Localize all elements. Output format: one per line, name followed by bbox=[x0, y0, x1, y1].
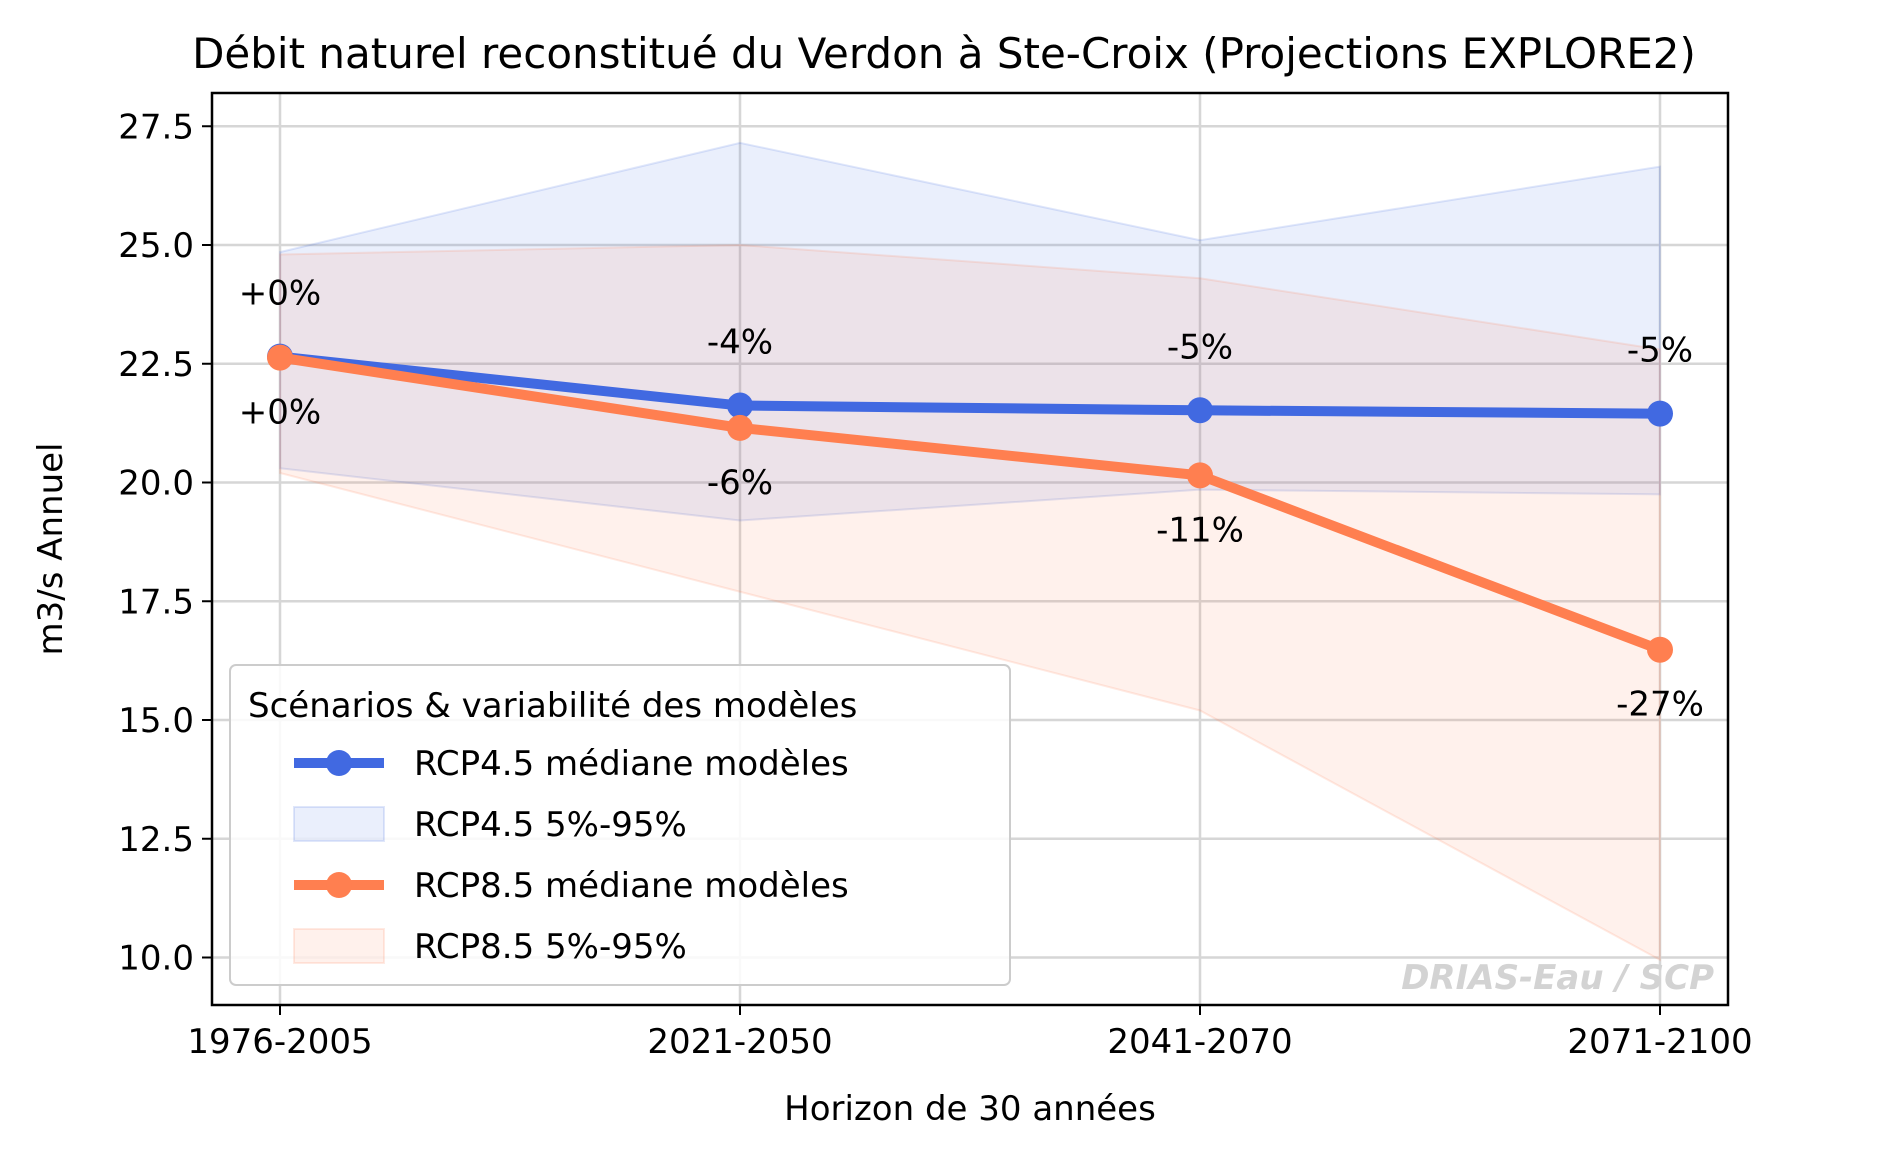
y-tick-label: 15.0 bbox=[118, 701, 194, 741]
y-tick-label: 22.5 bbox=[118, 345, 194, 385]
plot-frame bbox=[210, 91, 1730, 1007]
x-tick-label: 2071-2100 bbox=[1567, 1022, 1752, 1062]
legend-band-swatch bbox=[293, 928, 385, 964]
data-point-rcp85 bbox=[727, 414, 753, 441]
data-point-rcp85 bbox=[267, 344, 293, 371]
data-label-rcp85: -6% bbox=[707, 463, 773, 503]
data-point-rcp45 bbox=[1647, 400, 1673, 427]
data-label-rcp85: -11% bbox=[1156, 510, 1244, 550]
x-axis-label: Horizon de 30 années bbox=[784, 1089, 1156, 1129]
y-tick-label: 20.0 bbox=[118, 464, 194, 504]
legend-marker bbox=[326, 750, 352, 776]
legend-marker bbox=[326, 872, 352, 898]
legend-box bbox=[229, 664, 1011, 986]
axis-ticks: 10.0 12.5 15.0 17.5 20.0 22.5 25.0 27.5 1976-200… bbox=[118, 107, 1752, 1062]
y-tick-label: 25.0 bbox=[118, 226, 194, 266]
y-tick-label: 17.5 bbox=[118, 582, 194, 622]
band-rcp85 bbox=[279, 243, 1661, 962]
data-labels: +0% -4% -5% -5% +0% -6% -11% -27% bbox=[239, 274, 1704, 725]
legend-entries: RCP4.5 médiane modèles RCP4.5 5%-95% RCP8.… bbox=[293, 744, 849, 967]
data-point-rcp85 bbox=[1647, 636, 1673, 663]
y-tick-label: 10.0 bbox=[118, 939, 194, 979]
bands bbox=[279, 141, 1661, 962]
data-point-rcp45 bbox=[727, 392, 753, 419]
data-label-rcp45: -5% bbox=[1627, 331, 1693, 371]
y-axis-label: m3/s Annuel bbox=[31, 443, 71, 656]
legend-band-swatch bbox=[293, 806, 385, 842]
legend-label: RCP4.5 5%-95% bbox=[414, 805, 687, 845]
legend-label: RCP8.5 médiane modèles bbox=[414, 866, 849, 906]
chart-title: Débit naturel reconstitué du Verdon à St… bbox=[192, 29, 1696, 78]
band-rcp45 bbox=[279, 141, 1661, 522]
y-tick-label: 12.5 bbox=[118, 820, 194, 860]
watermark-text: DRIAS-Eau / SCP bbox=[1401, 958, 1714, 998]
data-label-rcp45: -4% bbox=[707, 323, 773, 363]
x-tick-label: 2021-2050 bbox=[647, 1022, 832, 1062]
data-label-rcp85: +0% bbox=[239, 393, 321, 433]
data-label-rcp45: -5% bbox=[1167, 327, 1233, 367]
y-tick-label: 27.5 bbox=[118, 107, 194, 147]
x-tick-label: 1976-2005 bbox=[187, 1022, 372, 1062]
series-line-rcp85 bbox=[275, 352, 1665, 655]
data-label-rcp85: -27% bbox=[1616, 685, 1704, 725]
data-point-rcp45 bbox=[1187, 397, 1213, 424]
legend-label: RCP8.5 5%-95% bbox=[414, 927, 687, 967]
legend-label: RCP4.5 médiane modèles bbox=[414, 744, 849, 784]
series-line-rcp45 bbox=[275, 351, 1665, 419]
legend: Scénarios & variabilité des modèles RCP4… bbox=[229, 664, 1011, 986]
data-point-rcp85 bbox=[1187, 462, 1213, 489]
series bbox=[267, 343, 1673, 663]
data-label-rcp45: +0% bbox=[239, 274, 321, 314]
legend-title: Scénarios & variabilité des modèles bbox=[248, 686, 857, 726]
x-tick-label: 2041-2070 bbox=[1107, 1022, 1292, 1062]
